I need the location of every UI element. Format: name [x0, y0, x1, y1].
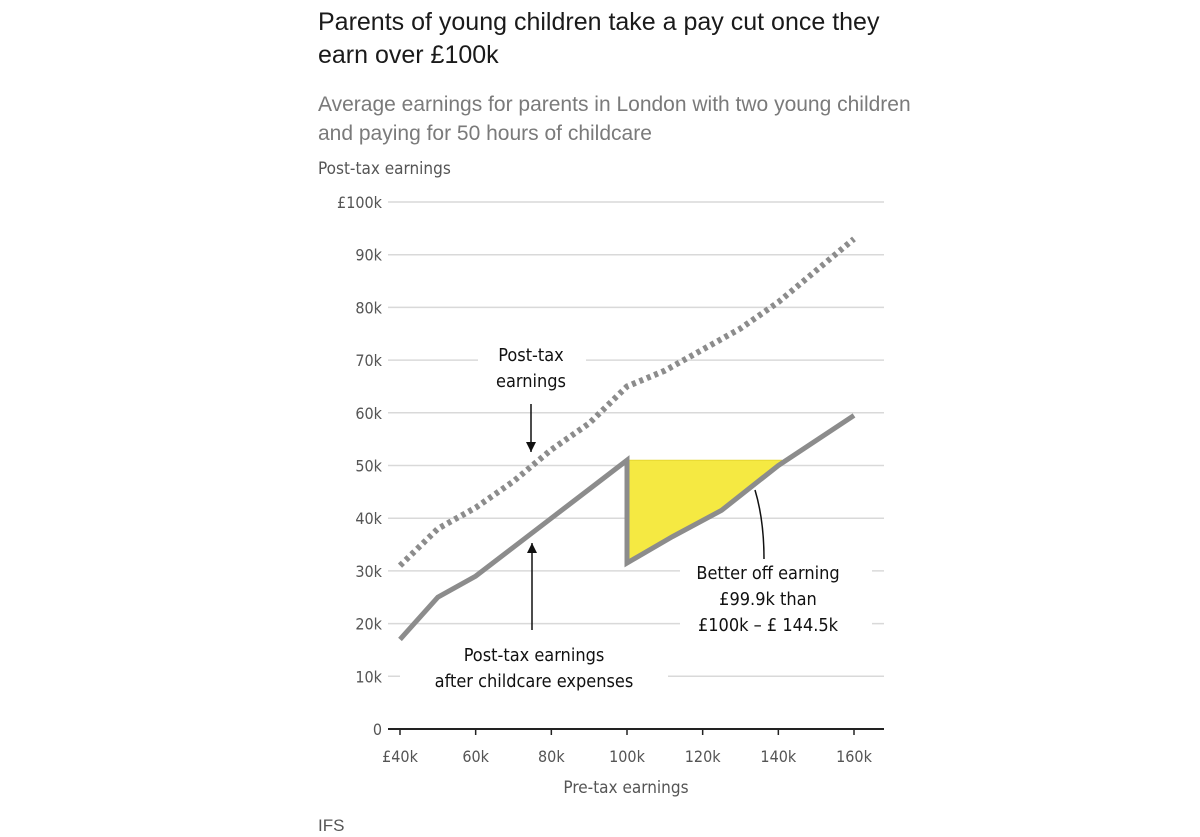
- y-tick-label: 50k: [355, 457, 382, 476]
- chart-title: Parents of young children take a pay cut…: [318, 8, 880, 69]
- annotation-text: after childcare expenses: [435, 671, 634, 692]
- series-line-after-childcare: [398, 413, 856, 642]
- y-axis-title: Post-tax earnings: [318, 159, 451, 179]
- annotation-text: Post-tax: [498, 345, 564, 366]
- x-tick-label: 140k: [760, 747, 796, 766]
- annotation-background: [400, 640, 668, 692]
- annotation-text: Better off earning: [696, 563, 839, 584]
- annotation-arrowhead: [527, 543, 537, 553]
- y-tick-label: £100k: [337, 193, 383, 212]
- annotation-text: £99.9k than: [719, 589, 817, 610]
- annotation-text: £100k – £ 144.5k: [698, 615, 839, 636]
- x-tick-label: £40k: [382, 747, 418, 766]
- y-tick-label: 10k: [355, 667, 382, 686]
- annotation-text: Post-tax earnings: [464, 645, 605, 666]
- source-note: IFS: [318, 816, 345, 835]
- annotation-text: earnings: [496, 371, 566, 392]
- annotation-background: [478, 340, 586, 392]
- y-tick-label: 70k: [355, 351, 382, 370]
- highlight-region: [627, 459, 783, 563]
- y-tick-label: 0: [373, 720, 382, 739]
- y-tick-label: 20k: [355, 615, 382, 634]
- x-tick-label: 60k: [462, 747, 489, 766]
- x-axis-ticks: £40k 60k 80k 100k 120k 140k 160k: [382, 729, 873, 766]
- annotations: Post-tax earnings Post-tax earnings after c…: [435, 345, 840, 692]
- chart-subtitle: Average earnings for parents in London w…: [318, 93, 911, 145]
- annotation-leader: [754, 489, 765, 560]
- y-tick-label: 80k: [355, 298, 382, 317]
- x-tick-label: 100k: [609, 747, 645, 766]
- series-line-post-tax: [397, 236, 856, 568]
- x-tick-label: 160k: [836, 747, 872, 766]
- y-tick-label: 30k: [355, 562, 382, 581]
- x-axis-title: Pre-tax earnings: [563, 778, 688, 798]
- y-axis-ticks: 0 10k 20k 30k 40k 50k 60k 70k 80k 90k £100k: [337, 193, 383, 739]
- y-tick-label: 90k: [355, 246, 382, 265]
- shaded-region: [627, 460, 783, 563]
- series-lines: [397, 236, 856, 642]
- x-tick-label: 80k: [538, 747, 565, 766]
- x-tick-label: 120k: [685, 747, 721, 766]
- annotation-background: [680, 558, 872, 638]
- y-tick-label: 60k: [355, 404, 382, 423]
- annotation-arrowhead: [526, 442, 536, 452]
- y-tick-label: 40k: [355, 509, 382, 528]
